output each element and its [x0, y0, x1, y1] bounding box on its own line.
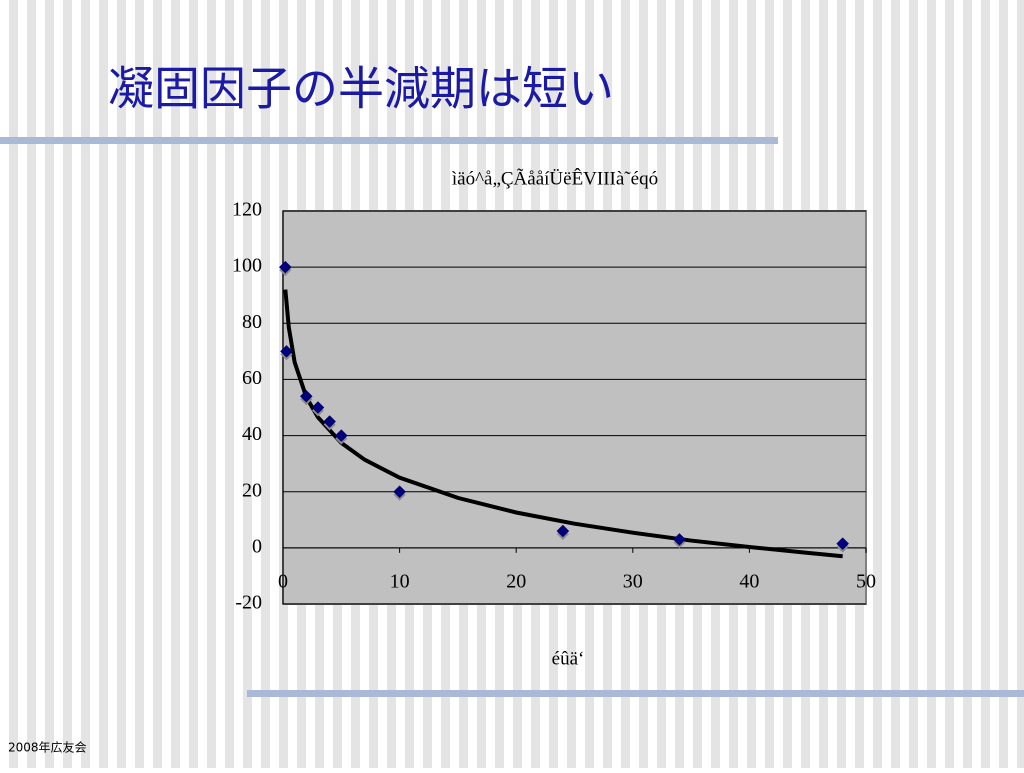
data-point	[334, 429, 348, 442]
x-tick-label: 30	[623, 571, 643, 593]
y-tick-label: 60	[242, 367, 262, 389]
y-tick-label: 40	[242, 423, 262, 445]
data-point	[673, 533, 686, 546]
divider-top	[0, 137, 778, 144]
trend-line	[283, 289, 843, 559]
y-tick-label: 0	[252, 535, 262, 557]
y-tick-label: 80	[242, 311, 262, 333]
data-point	[393, 485, 406, 499]
divider-bottom	[247, 690, 1024, 697]
x-tick-label: 0	[278, 571, 288, 593]
plot-area	[282, 210, 867, 605]
data-point	[299, 389, 313, 403]
x-tick-label: 10	[390, 571, 410, 593]
x-tick-label: 50	[856, 571, 876, 593]
slide-title: 凝固因子の半減期は短い	[108, 62, 614, 116]
y-tick-label: 120	[232, 199, 262, 221]
x-tick-label: 20	[506, 571, 526, 593]
chart-title: ìäó^å„ÇÃååíÜëÊVIIIà˜éqó	[452, 167, 658, 189]
y-tick-label: -20	[235, 592, 262, 614]
x-tick-label: 40	[739, 571, 759, 593]
data-point	[556, 524, 570, 538]
y-tick-label: 100	[232, 255, 262, 277]
data-point	[278, 260, 292, 274]
data-point	[836, 537, 850, 550]
data-point	[280, 345, 293, 358]
data-point	[323, 415, 336, 428]
footer: 2008年広友会	[8, 741, 87, 755]
data-point	[311, 401, 325, 414]
y-tick-label: 20	[242, 479, 262, 501]
x-axis-label: éûä‘	[552, 648, 585, 669]
